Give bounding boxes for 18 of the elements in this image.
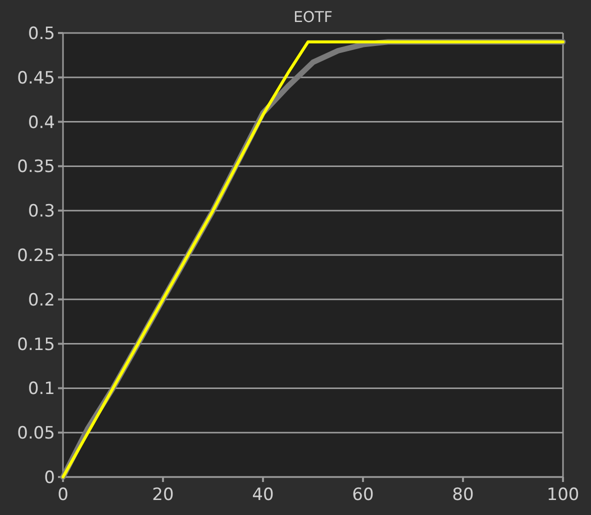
y-tick-label: 0.35 (17, 157, 55, 178)
y-tick-label: 0.15 (17, 334, 55, 355)
x-tick-label: 0 (58, 485, 68, 505)
y-tick-label: 0.2 (28, 290, 55, 310)
y-tick-label: 0.1 (28, 379, 55, 400)
y-tick-label: 0.3 (28, 202, 55, 222)
y-tick-label: 0.45 (17, 68, 55, 88)
x-tick-label: 80 (452, 485, 474, 505)
y-tick-label: 0 (44, 468, 55, 488)
x-tick-label: 100 (546, 485, 580, 505)
y-tick-label: 0.4 (28, 112, 55, 133)
chart-title: EOTF (293, 8, 333, 26)
y-tick-label: 0.05 (17, 424, 55, 444)
y-tick-label: 0.5 (28, 24, 55, 44)
y-tick-label: 0.25 (17, 246, 55, 266)
x-tick-label: 20 (152, 485, 174, 505)
x-tick-label: 60 (352, 485, 374, 505)
x-tick-label: 40 (252, 485, 274, 505)
